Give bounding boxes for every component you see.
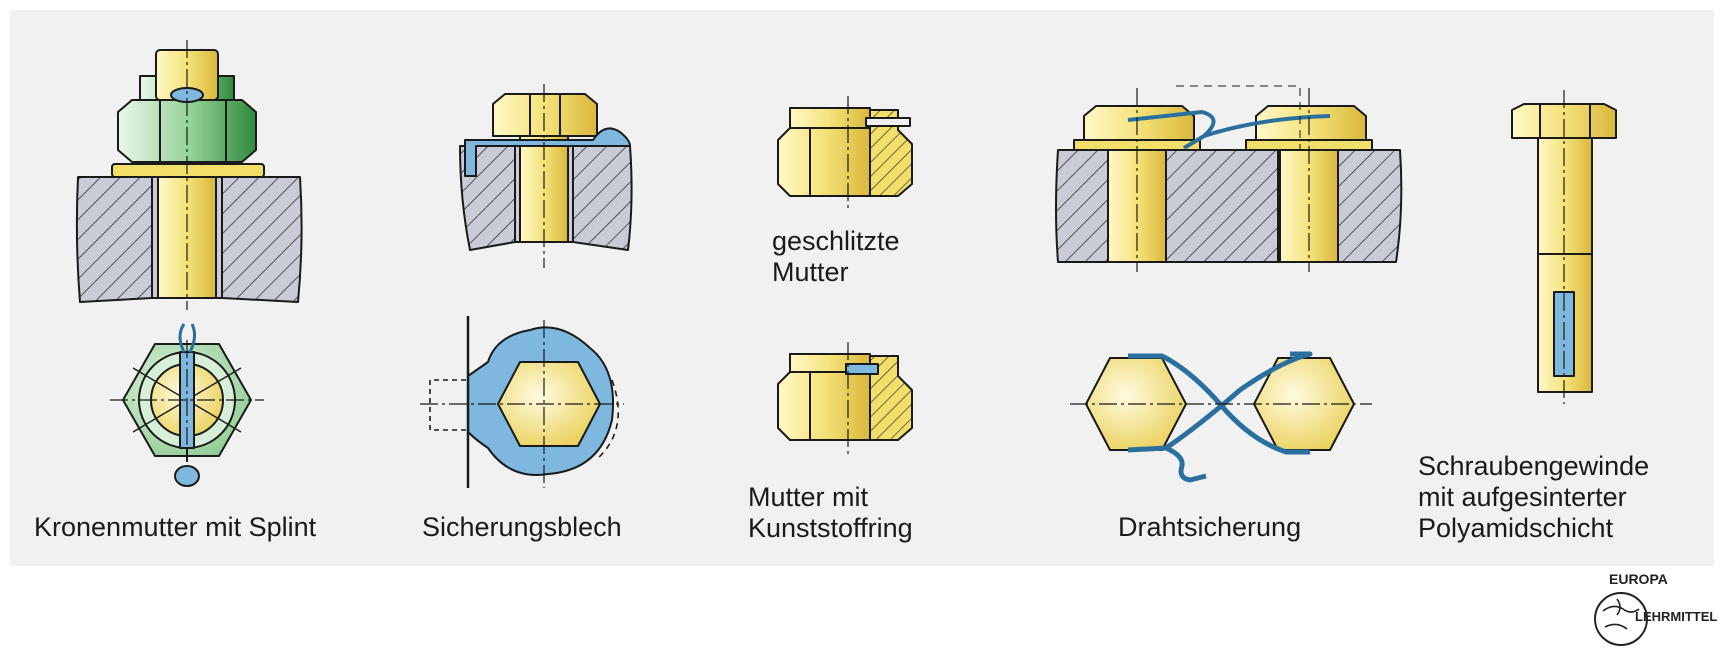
wire-locking-top-view <box>1085 351 1355 483</box>
europa-lehrmittel-logo: EUROPA LEHRMITTEL <box>1587 569 1717 649</box>
castle-nut-side-view <box>75 49 303 303</box>
caption-schraubengewinde: Schraubengewinde mit aufgesinterter Poly… <box>1418 451 1650 543</box>
caption-sicherungsblech: Sicherungsblech <box>422 512 622 542</box>
nylon-insert-nut <box>777 353 913 441</box>
caption-geschlitzte-mutter: geschlitzte Mutter <box>772 226 900 287</box>
wire-locking-side-view <box>1055 85 1403 263</box>
caption-drahtsicherung: Drahtsicherung <box>1118 512 1302 542</box>
globe-icon <box>1594 592 1648 646</box>
center-lines <box>110 40 1565 488</box>
logo-word-europa: EUROPA <box>1609 571 1668 587</box>
caption-kronenmutter: Kronenmutter mit Splint <box>34 512 317 542</box>
lock-washer-side-view <box>459 93 633 251</box>
logo-word-lehrmittel: LEHRMITTEL <box>1635 609 1718 624</box>
lock-washer-top-view <box>429 316 619 488</box>
slotted-nut <box>777 107 913 197</box>
caption-kunststoffring: Mutter mit Kunststoffring <box>748 482 913 543</box>
